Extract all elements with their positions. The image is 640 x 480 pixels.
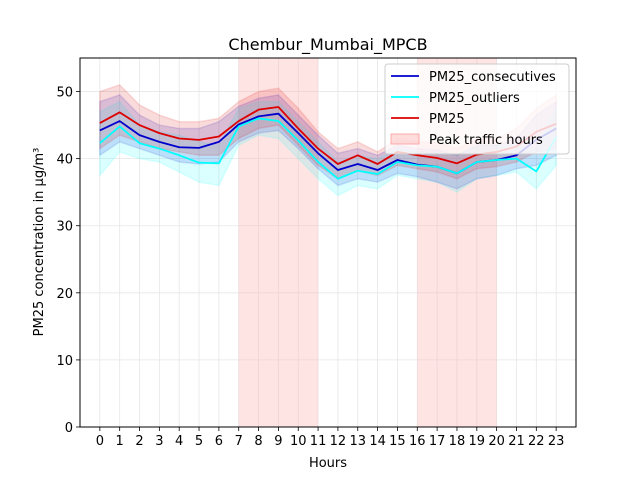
legend: PM25_consecutives PM25_outliers PM25 Pea… (384, 63, 570, 155)
chart-title: Chembur_Mumbai_MPCB (228, 35, 427, 55)
x-tick-label: 23 (548, 434, 565, 449)
y-tick-label: 40 (56, 153, 73, 168)
x-tick-label: 16 (409, 434, 426, 449)
x-tick-label: 15 (389, 434, 406, 449)
y-tick-label: 10 (56, 354, 73, 369)
x-tick-label: 3 (155, 434, 163, 449)
x-tick-label: 19 (469, 434, 486, 449)
x-tick-label: 18 (449, 434, 466, 449)
x-tick-label: 10 (290, 434, 307, 449)
confidence-band (99, 94, 557, 190)
x-tick-label: 5 (195, 434, 203, 449)
confidence-band (99, 100, 557, 197)
x-tick-label: 14 (369, 434, 386, 449)
y-tick-label: 50 (56, 86, 73, 101)
x-tick-label: 8 (254, 434, 262, 449)
legend-label-peak-traffic: Peak traffic hours (429, 133, 543, 148)
legend-label-pm25: PM25 (429, 112, 465, 127)
x-tick-label: 21 (508, 434, 525, 449)
x-tick-label: 6 (215, 434, 223, 449)
x-tick-label: 12 (330, 434, 347, 449)
x-tick-label: 13 (349, 434, 366, 449)
x-tick-label: 0 (96, 434, 104, 449)
legend-label-outliers: PM25_outliers (429, 91, 520, 106)
series-line (99, 117, 557, 180)
x-tick-label: 20 (488, 434, 505, 449)
x-tick-label: 4 (175, 434, 183, 449)
x-tick-label: 22 (528, 434, 545, 449)
legend-label-consecutives: PM25_consecutives (429, 70, 556, 85)
y-tick-label: 0 (65, 421, 73, 436)
x-tick-label: 17 (429, 434, 446, 449)
x-tick-label: 2 (135, 434, 143, 449)
x-axis-title: Hours (309, 456, 347, 471)
x-tick-label: 7 (235, 434, 243, 449)
x-tick-label: 9 (274, 434, 282, 449)
y-tick-label: 20 (56, 287, 73, 302)
grid-layer (80, 58, 576, 428)
x-tick-label: 11 (310, 434, 327, 449)
y-tick-label: 30 (56, 220, 73, 235)
x-tick-label: 1 (116, 434, 124, 449)
y-axis-title: PM25 concentration in µg/m³ (32, 148, 47, 337)
plot-frame (79, 57, 577, 428)
tick-layer: 0 1 2 3 4 5 6 7 8 9 10 11 12 13 14 15 16 17 18 19 20 21 22 2301… (56, 86, 564, 449)
legend-box (384, 63, 570, 155)
legend-swatch-peak-traffic (390, 133, 420, 145)
